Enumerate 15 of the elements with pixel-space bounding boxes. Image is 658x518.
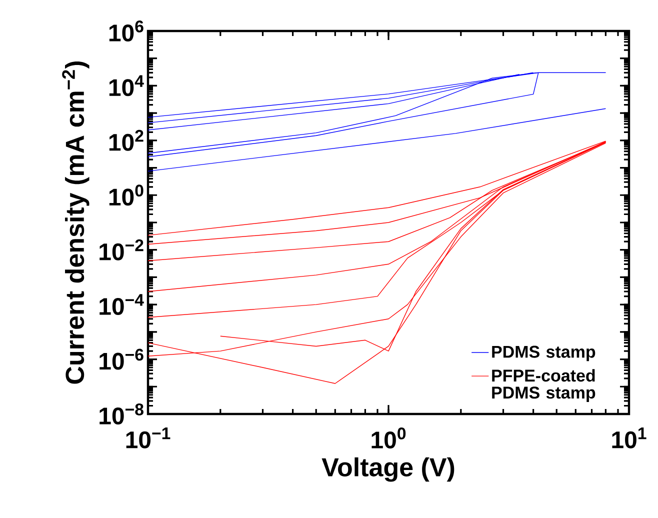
y-tick-label: 10$^{−8}$ bbox=[100, 403, 144, 424]
y-tick-label: 10$^{0}$ bbox=[109, 184, 144, 206]
y-tick-label: 10$^{2}$ bbox=[109, 130, 144, 151]
x-axis-title: Voltage (V) bbox=[322, 457, 454, 482]
x-tick-label: 10$^{0}$ bbox=[372, 428, 406, 449]
y-tick-label: 10$^{4}$ bbox=[109, 75, 144, 96]
legend-label: PFPE-coated PDMS stamp bbox=[492, 369, 596, 402]
y-tick-label: 10$^{−6}$ bbox=[100, 348, 144, 370]
y-tick-label: 10$^{−4}$ bbox=[100, 294, 144, 315]
x-tick-label: 10$^{−1}$ bbox=[126, 428, 170, 448]
legend-label: PDMS stamp bbox=[492, 346, 596, 362]
x-tick-label: 10$^{1}$ bbox=[612, 428, 646, 448]
y-tick-label: 10$^{6}$ bbox=[109, 20, 144, 42]
y-axis-title: Current density (mA cm$^{−2}$) bbox=[62, 61, 90, 384]
y-tick-label: 10$^{−2}$ bbox=[100, 239, 144, 260]
